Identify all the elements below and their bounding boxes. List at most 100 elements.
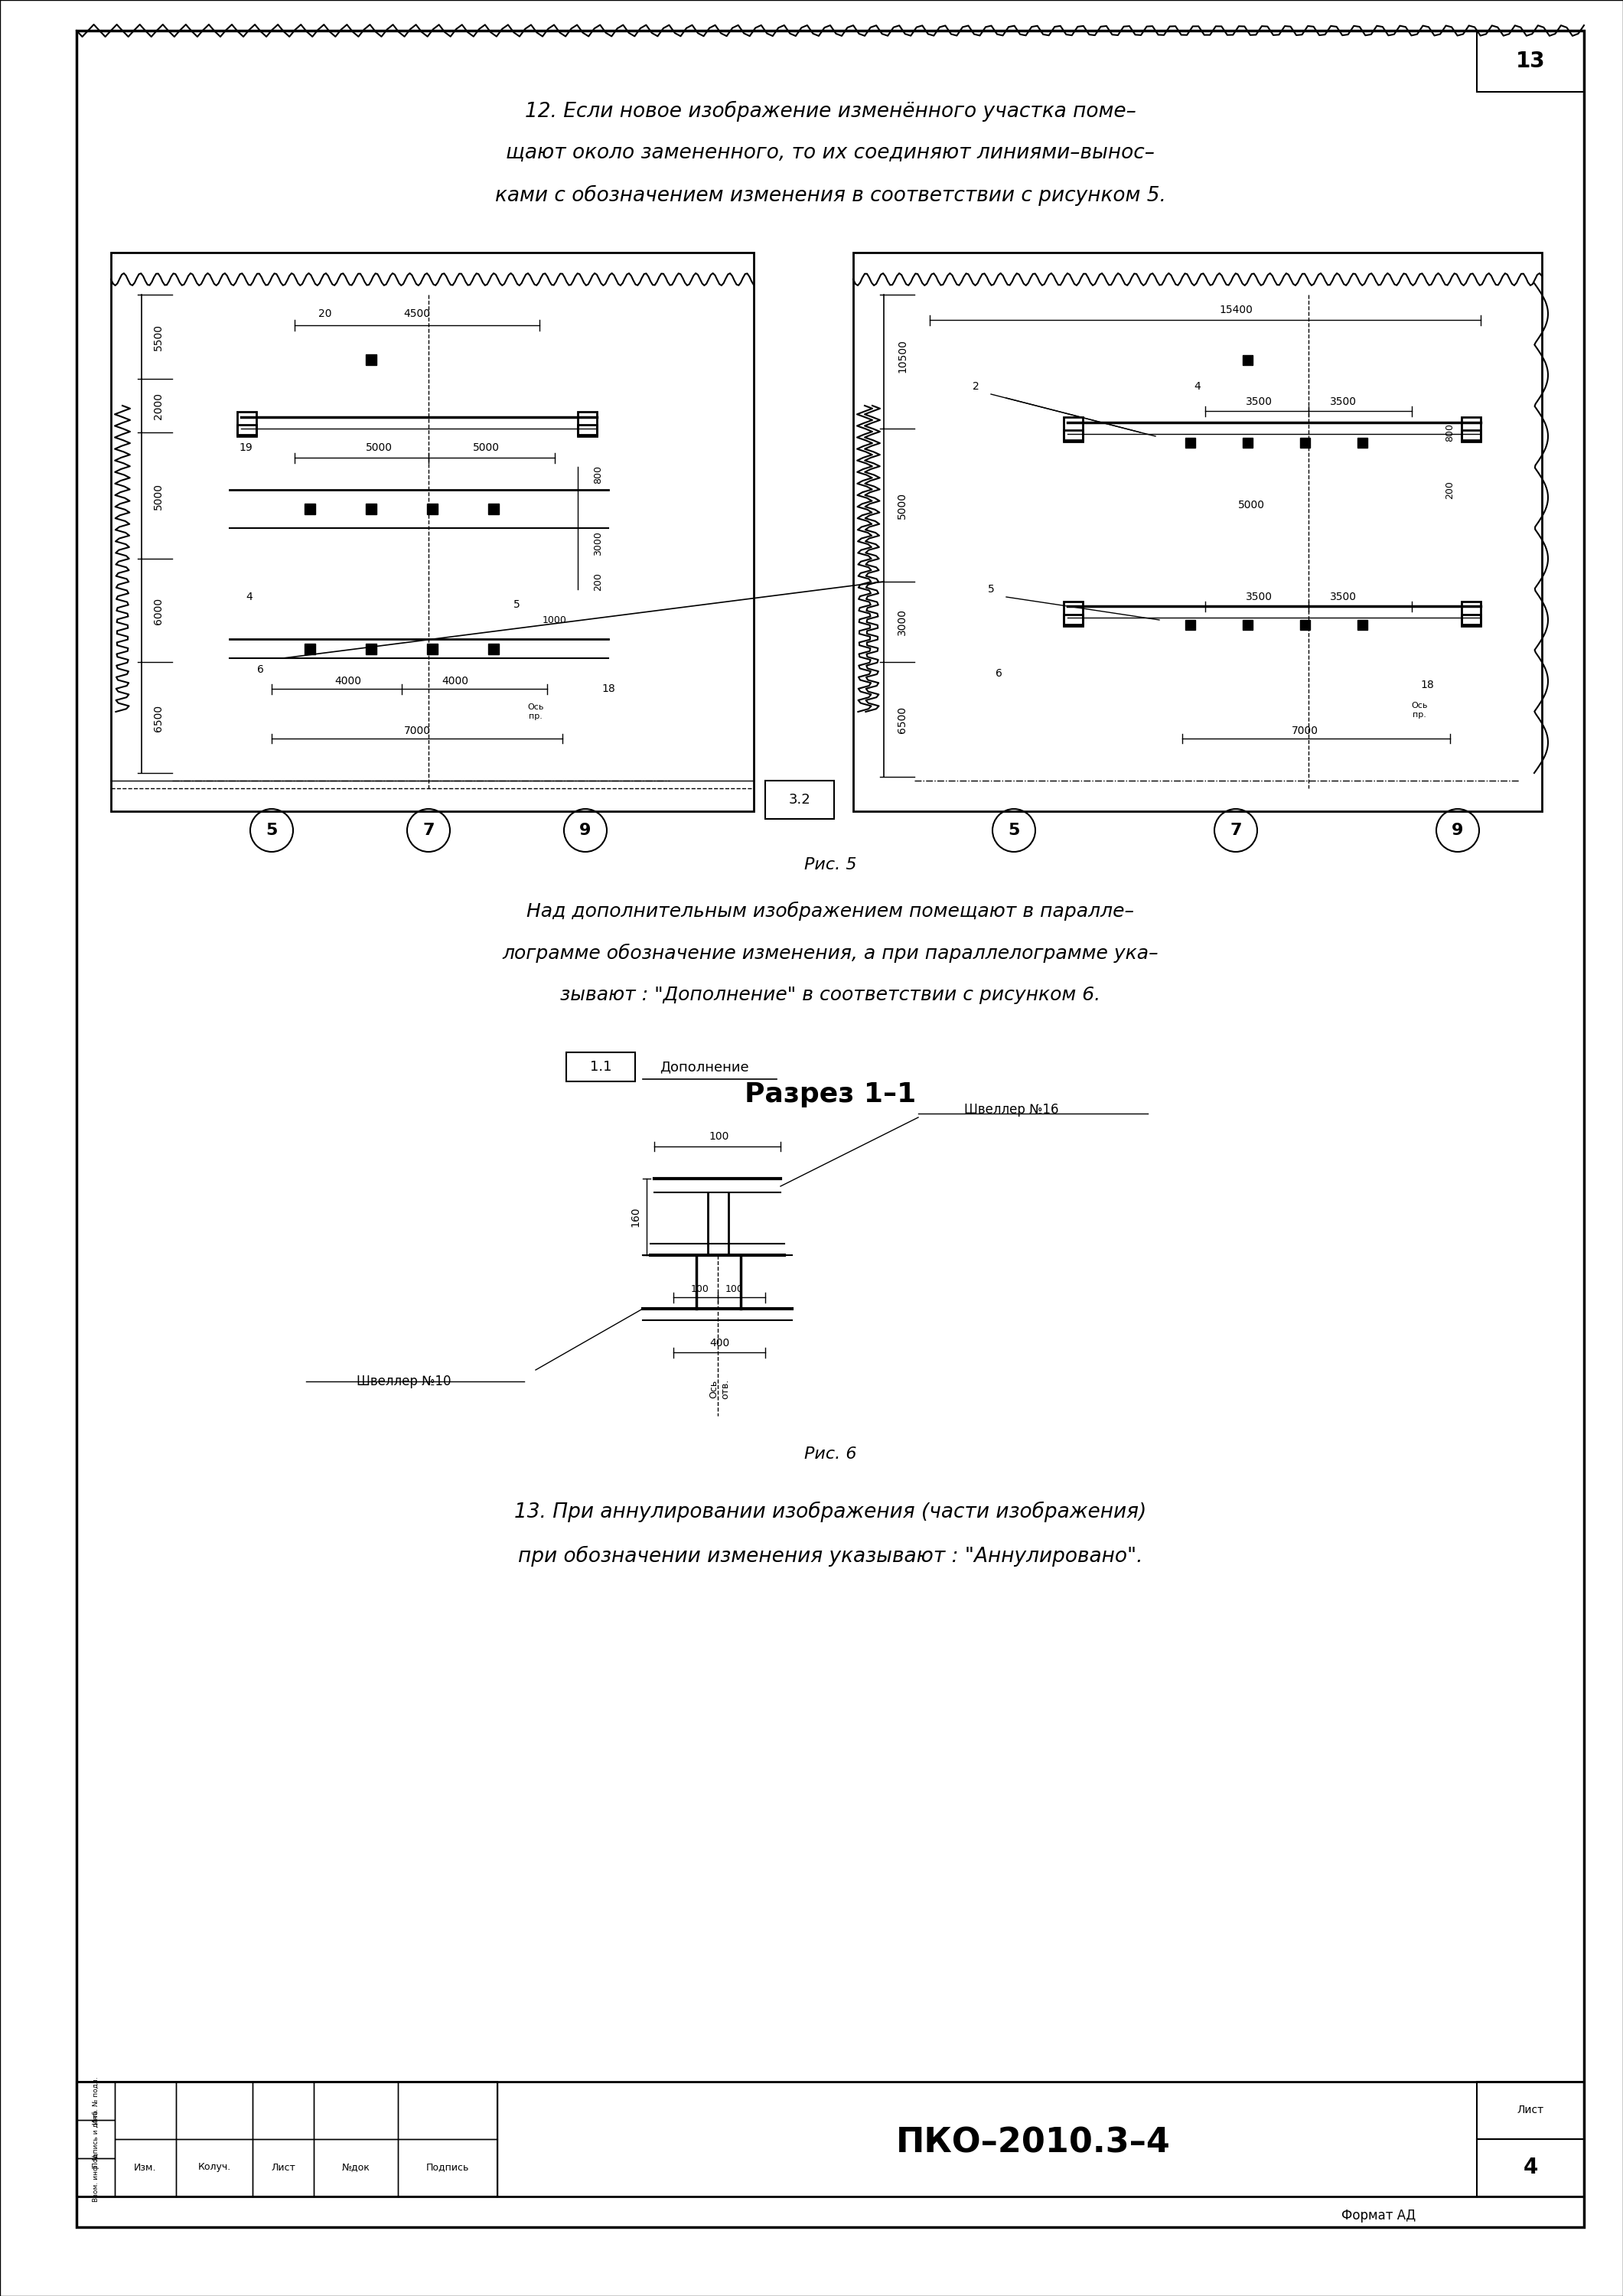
Bar — [365, 503, 377, 514]
Bar — [1063, 418, 1083, 441]
Text: 3500: 3500 — [1329, 592, 1357, 602]
Text: зывают : "Дополнение" в соответствии с рисунком 6.: зывают : "Дополнение" в соответствии с р… — [560, 985, 1100, 1003]
Bar — [1242, 620, 1253, 629]
Bar — [115, 2140, 175, 2197]
Bar — [253, 2082, 313, 2140]
Text: 5000: 5000 — [365, 443, 393, 452]
Bar — [1477, 2140, 1584, 2197]
Bar — [1185, 620, 1195, 629]
Text: 200: 200 — [1444, 480, 1456, 498]
Bar — [427, 503, 438, 514]
Text: 3500: 3500 — [1329, 397, 1357, 406]
Bar — [578, 411, 597, 434]
Bar — [1300, 620, 1310, 629]
Text: 6: 6 — [995, 668, 1001, 680]
Bar — [427, 643, 438, 654]
Text: 5000: 5000 — [1238, 501, 1264, 510]
Bar — [76, 2082, 497, 2197]
Bar — [398, 2082, 497, 2140]
Text: 18: 18 — [602, 684, 615, 693]
Text: 9: 9 — [579, 822, 591, 838]
Bar — [1462, 429, 1480, 441]
Text: 4: 4 — [1195, 381, 1201, 393]
Text: 4000: 4000 — [334, 675, 362, 687]
Bar — [305, 643, 315, 654]
Bar — [365, 643, 377, 654]
Bar — [253, 2140, 313, 2197]
Text: 3500: 3500 — [1245, 592, 1272, 602]
Text: 5500: 5500 — [153, 324, 164, 351]
Text: 7000: 7000 — [1292, 726, 1318, 737]
Bar — [115, 2082, 175, 2140]
Text: Формат АД: Формат АД — [1341, 2209, 1415, 2223]
Text: Разрез 1–1: Разрез 1–1 — [745, 1081, 915, 1107]
Text: 6500: 6500 — [898, 705, 907, 732]
Bar — [566, 1052, 635, 1081]
Text: 6000: 6000 — [153, 597, 164, 625]
Bar — [1242, 436, 1253, 448]
Text: 200: 200 — [592, 572, 604, 590]
Text: ками с обозначением изменения в соответствии с рисунком 5.: ками с обозначением изменения в соответс… — [495, 184, 1165, 207]
Text: 2: 2 — [972, 381, 979, 393]
Bar — [305, 503, 315, 514]
Text: 6500: 6500 — [153, 705, 164, 732]
Bar — [76, 2119, 115, 2158]
Bar — [76, 2158, 115, 2197]
Text: 3.2: 3.2 — [789, 792, 810, 806]
Bar — [313, 2082, 398, 2140]
Bar — [76, 2082, 115, 2119]
Bar — [1357, 620, 1367, 629]
Text: лограмме обозначение изменения, а при параллелограмме ука–: лограмме обозначение изменения, а при па… — [502, 944, 1159, 962]
Text: Над дополнительным изображением помещают в паралле–: Над дополнительным изображением помещают… — [526, 900, 1134, 921]
Text: 5000: 5000 — [472, 443, 500, 452]
Text: Ось
пр.: Ось пр. — [527, 703, 544, 721]
Bar — [1477, 30, 1584, 92]
Text: 19: 19 — [239, 443, 253, 452]
Bar — [398, 2140, 497, 2197]
Bar — [365, 354, 377, 365]
Bar — [1462, 615, 1480, 627]
Text: 4: 4 — [1522, 2156, 1539, 2179]
Bar — [175, 2140, 253, 2197]
Text: Лист: Лист — [271, 2163, 295, 2172]
Text: 10500: 10500 — [898, 340, 907, 372]
Text: 5: 5 — [1008, 822, 1019, 838]
Text: 7000: 7000 — [404, 726, 430, 737]
Text: 100: 100 — [709, 1132, 729, 1141]
Text: 15400: 15400 — [1219, 305, 1253, 315]
Text: 5: 5 — [513, 599, 519, 611]
Text: 3000: 3000 — [592, 530, 604, 556]
Text: 3000: 3000 — [898, 608, 907, 636]
Bar — [764, 781, 834, 820]
Text: Подпись и дата: Подпись и дата — [93, 2110, 99, 2167]
Bar — [489, 503, 498, 514]
Bar — [578, 425, 597, 436]
Text: Швеллер №16: Швеллер №16 — [964, 1102, 1058, 1116]
Text: 1000: 1000 — [542, 615, 566, 625]
Text: 4: 4 — [245, 592, 253, 602]
Text: 400: 400 — [709, 1339, 729, 1348]
Text: 100: 100 — [725, 1286, 743, 1295]
Bar — [1063, 615, 1083, 627]
Text: 6: 6 — [256, 664, 265, 675]
Text: 13. При аннулировании изображения (части изображения): 13. При аннулировании изображения (части… — [514, 1502, 1146, 1522]
Text: Инб. № подл.: Инб. № подл. — [93, 2078, 99, 2124]
Bar — [1063, 602, 1083, 625]
Text: 800: 800 — [592, 466, 604, 484]
Bar — [1300, 436, 1310, 448]
Text: Дополнение: Дополнение — [659, 1061, 748, 1075]
Text: Подпись: Подпись — [427, 2163, 469, 2172]
Bar — [237, 425, 256, 436]
Text: 800: 800 — [1444, 422, 1456, 441]
Text: 2000: 2000 — [153, 393, 164, 418]
Text: 12. Если новое изображение изменённого участка поме–: 12. Если новое изображение изменённого у… — [524, 101, 1136, 122]
Text: Ось
пр.: Ось пр. — [1412, 703, 1428, 719]
Text: Рис. 5: Рис. 5 — [803, 856, 857, 872]
Bar — [175, 2082, 253, 2140]
Bar — [110, 253, 753, 810]
Text: ПКО–2010.3–4: ПКО–2010.3–4 — [896, 2126, 1170, 2158]
Text: Рис. 6: Рис. 6 — [803, 1446, 857, 1463]
Text: 20: 20 — [318, 308, 333, 319]
Text: 3500: 3500 — [1245, 397, 1272, 406]
Text: Швеллер №10: Швеллер №10 — [357, 1375, 451, 1389]
